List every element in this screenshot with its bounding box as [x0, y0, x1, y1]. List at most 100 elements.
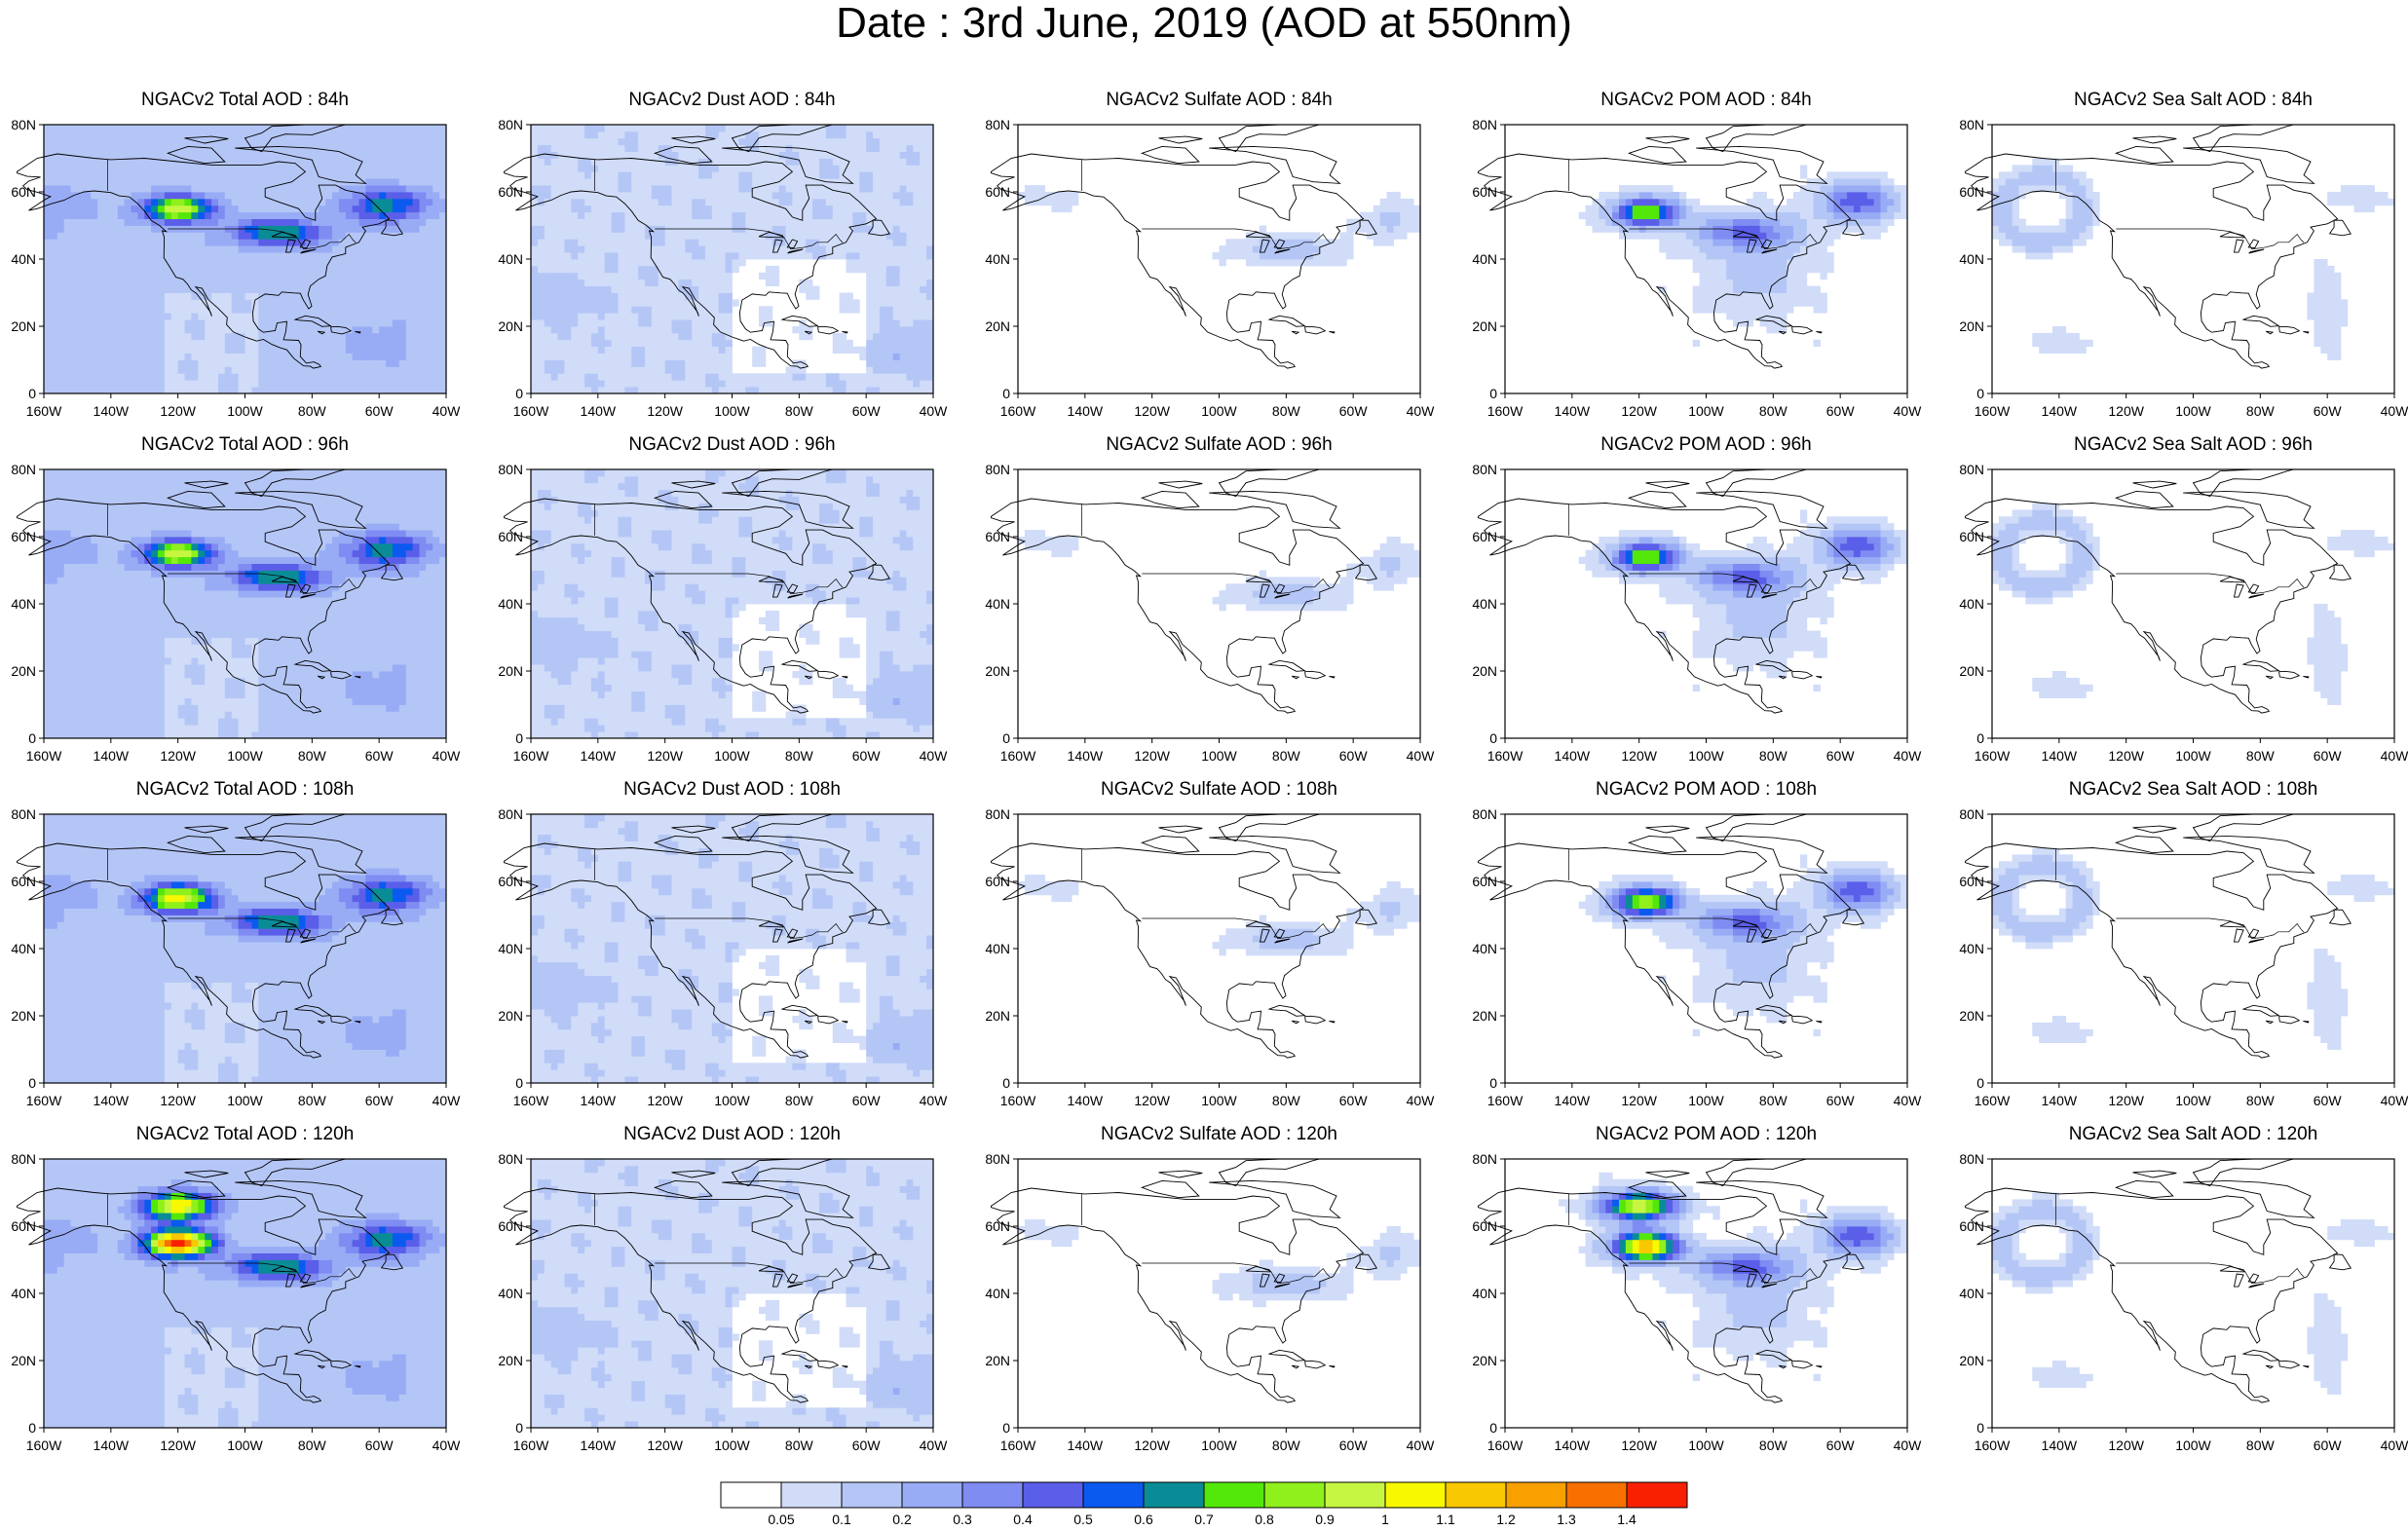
- aod-cell: [325, 319, 333, 327]
- aod-cell: [224, 185, 233, 193]
- aod-cell: [284, 326, 293, 334]
- aod-cell: [564, 299, 572, 307]
- aod-cell: [358, 131, 366, 139]
- aod-cell: [245, 299, 252, 307]
- aod-cell: [785, 232, 793, 240]
- aod-cell: [205, 252, 212, 260]
- aod-cell: [799, 380, 807, 388]
- aod-cell: [358, 373, 366, 381]
- aod-cell: [866, 285, 874, 293]
- aod-cell: [379, 225, 387, 233]
- aod-cell: [110, 245, 119, 253]
- aod-cell: [578, 198, 585, 206]
- aod-cell: [899, 373, 907, 381]
- aod-cell: [550, 285, 558, 293]
- aod-cell: [231, 125, 239, 132]
- aod-cell: [117, 131, 125, 139]
- aod-cell: [678, 387, 686, 394]
- aod-cell: [597, 218, 606, 226]
- aod-cell: [433, 285, 440, 293]
- aod-cell: [298, 158, 306, 166]
- aod-cell: [771, 198, 780, 206]
- aod-cell: [56, 178, 65, 186]
- aod-cell: [531, 225, 539, 233]
- aod-cell: [338, 292, 347, 300]
- aod-cell: [319, 259, 326, 267]
- aod-cell: [584, 185, 592, 193]
- aod-cell: [745, 198, 753, 206]
- aod-cell: [433, 225, 440, 233]
- aod-cell: [211, 359, 219, 367]
- aod-cell: [698, 359, 706, 367]
- aod-cell: [345, 125, 354, 132]
- aod-cell: [584, 205, 592, 213]
- aod-cell: [1625, 211, 1634, 219]
- coastline-island: [780, 315, 819, 327]
- lake-outline: [771, 239, 783, 253]
- aod-cell: [151, 205, 159, 213]
- aod-cell: [238, 366, 245, 374]
- aod-cell: [859, 265, 867, 274]
- aod-cell: [1379, 239, 1387, 246]
- aod-cell: [63, 353, 71, 360]
- aod-cell: [332, 339, 340, 348]
- aod-cell: [825, 198, 834, 206]
- aod-cell: [419, 225, 427, 233]
- aod-cell: [892, 165, 900, 172]
- aod-cell: [439, 353, 447, 360]
- aod-cell: [372, 272, 380, 280]
- aod-cell: [412, 346, 420, 354]
- aod-cell: [117, 239, 125, 246]
- aod-cell: [913, 299, 921, 307]
- aod-cell: [892, 292, 900, 300]
- aod-cell: [1373, 218, 1381, 226]
- aod-cell: [885, 185, 894, 193]
- aod-cell: [439, 171, 447, 179]
- aod-cell: [1673, 211, 1680, 219]
- aod-cell: [365, 387, 373, 394]
- aod-cell: [926, 326, 934, 334]
- aod-cell: [631, 299, 639, 307]
- aod-cell: [278, 346, 286, 354]
- aod-cell: [859, 125, 867, 132]
- aod-cell: [590, 131, 599, 139]
- aod-cell: [879, 279, 887, 286]
- aod-cell: [692, 205, 699, 213]
- aod-cell: [1286, 239, 1294, 246]
- aod-cell: [392, 158, 400, 166]
- aod-cell: [618, 353, 625, 360]
- aod-cell: [738, 178, 746, 186]
- aod-cell: [405, 353, 413, 360]
- aod-cell: [906, 125, 914, 132]
- aod-cell: [137, 292, 145, 300]
- aod-cell: [439, 192, 447, 200]
- aod-cell: [63, 171, 71, 179]
- aod-cell: [70, 205, 78, 213]
- aod-cell: [899, 285, 907, 293]
- aod-cell: [170, 332, 179, 341]
- aod-cell: [678, 205, 686, 213]
- aod-cell: [705, 272, 713, 280]
- aod-cell: [899, 306, 907, 314]
- aod-cell: [386, 366, 394, 374]
- aod-cell: [50, 292, 58, 300]
- aod-cell: [419, 359, 427, 367]
- aod-cell: [906, 259, 914, 267]
- aod-cell: [765, 137, 773, 146]
- aod-cell: [319, 265, 326, 274]
- aod-cell: [685, 218, 693, 226]
- aod-cell: [398, 125, 407, 132]
- aod-cell: [164, 125, 172, 132]
- aod-cell: [825, 144, 834, 152]
- aod-cell: [873, 225, 881, 233]
- aod-cell: [879, 387, 887, 394]
- aod-cell: [685, 353, 693, 360]
- aod-cell: [419, 165, 427, 172]
- aod-cell: [251, 279, 259, 286]
- aod-cell: [892, 332, 900, 341]
- aod-cell: [564, 171, 572, 179]
- aod-cell: [759, 225, 767, 233]
- aod-cell: [91, 313, 98, 320]
- aod-cell: [1239, 252, 1247, 260]
- aod-cell: [631, 171, 639, 179]
